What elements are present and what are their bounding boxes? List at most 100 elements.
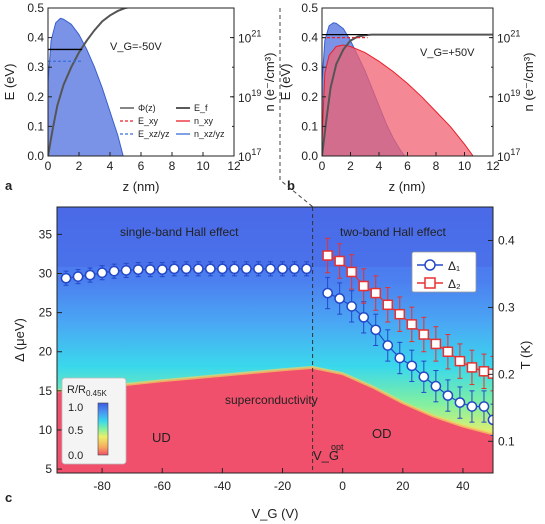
b-xtick-label: 4 xyxy=(376,159,383,173)
gap-legend-marker-1 xyxy=(424,259,436,271)
annotation-two-band: two-band Hall effect xyxy=(340,225,447,239)
colorbar: R/R0.45K 1.0 0.5 0.0 xyxy=(61,377,127,465)
data-point-delta1 xyxy=(217,263,228,275)
c-xtick-label: -40 xyxy=(214,479,232,493)
panel-a-fills xyxy=(48,17,124,156)
b-ytick-label: 0.2 xyxy=(301,90,318,104)
data-point-delta1 xyxy=(241,263,252,275)
gap-data-points xyxy=(60,237,493,436)
data-point-delta1 xyxy=(406,360,418,372)
c-ytick-label: 30 xyxy=(39,267,53,281)
data-point-delta2 xyxy=(430,338,442,350)
a-rtick-base: 10 xyxy=(238,91,252,105)
b-rtick-exp: 21 xyxy=(510,29,520,39)
a-xtick-label: 0 xyxy=(45,159,52,173)
b-ytick-label: 0.5 xyxy=(301,1,318,15)
a-rtick-label: 1017 xyxy=(238,147,261,164)
a-xtick-label: 2 xyxy=(76,159,83,173)
c-xtick-label: -80 xyxy=(93,479,111,493)
colorbar-label: R/R0.45K xyxy=(67,384,108,398)
a-rtick-label: 1021 xyxy=(238,29,261,46)
data-point-delta1 xyxy=(60,272,72,284)
a-rtick-exp: 17 xyxy=(251,147,261,157)
data-point-delta1 xyxy=(358,311,370,323)
data-point-delta1 xyxy=(466,401,478,412)
data-point-delta1 xyxy=(301,263,312,275)
a-line-z xyxy=(48,8,131,156)
b-ytick-label: 0.3 xyxy=(301,60,318,74)
data-point-delta1 xyxy=(334,293,345,304)
data-point-delta2 xyxy=(334,255,345,267)
data-point-delta2 xyxy=(442,346,454,357)
data-point-delta1 xyxy=(370,324,382,336)
data-point-delta1 xyxy=(289,263,300,275)
c-xtick-label: 20 xyxy=(396,479,410,493)
panel-a-ylabel: E (eV) xyxy=(2,64,17,101)
c-rtick-label: 0.1 xyxy=(498,434,515,448)
panel-b-ylabel-right: n (e⁻/cm³) xyxy=(521,53,536,112)
b-rtick-label: 1021 xyxy=(497,29,520,46)
panel-b-fills xyxy=(322,22,474,156)
a-xtick-label: 6 xyxy=(138,159,145,173)
a-density-nxzyz xyxy=(48,17,124,156)
c-ytick-label: 20 xyxy=(39,345,53,359)
data-point-delta1 xyxy=(72,271,84,282)
b-xtick-label: 8 xyxy=(433,159,440,173)
colorbar-label-main: R/R xyxy=(67,384,86,396)
data-point-delta2 xyxy=(382,299,394,311)
colorbar-tick-bottom: 0.0 xyxy=(68,450,83,462)
c-xtick-label: 40 xyxy=(456,479,470,493)
data-point-delta2 xyxy=(346,266,357,278)
c-xtick-label: -60 xyxy=(154,479,172,493)
panel-a-xlabel: z (nm) xyxy=(123,179,160,194)
a-rtick-label: 1019 xyxy=(238,88,261,105)
a-xtick-label: 8 xyxy=(169,159,176,173)
panel-c: -80 -60 -40 -20 0 20 40 5 10 15 20 25 30 35 0.1 0.2 0.3 0… xyxy=(5,206,533,521)
a-ytick-label: 0.4 xyxy=(27,31,44,45)
panel-a-letter: a xyxy=(5,178,13,193)
a-ytick-label: 0.3 xyxy=(27,60,44,74)
data-point-delta2 xyxy=(394,308,406,320)
panel-c-ylabel: Δ (μeV) xyxy=(12,318,27,362)
b-ytick-label: 0.1 xyxy=(301,119,318,133)
data-point-delta2 xyxy=(406,319,418,330)
b-rtick-exp: 19 xyxy=(510,88,520,98)
b-xtick-label: 2 xyxy=(347,159,354,173)
superconducting-edge xyxy=(57,365,493,436)
data-point-delta1 xyxy=(454,397,466,408)
a-xtick-label: 12 xyxy=(227,159,241,173)
data-point-delta1 xyxy=(346,301,358,312)
data-point-delta2 xyxy=(478,366,490,377)
data-point-delta1 xyxy=(205,263,216,275)
data-point-delta1 xyxy=(442,390,454,401)
data-point-delta1 xyxy=(478,401,490,412)
b-xtick-label: 0 xyxy=(319,159,326,173)
b-xtick-label: 6 xyxy=(404,159,411,173)
b-rtick-label: 1017 xyxy=(497,147,520,164)
a-ytick-label: 0.0 xyxy=(27,149,44,163)
data-point-delta1 xyxy=(322,287,333,299)
gap-legend-box xyxy=(411,251,477,293)
data-point-delta1 xyxy=(382,340,394,351)
gap-legend: Δ₁ Δ₂ xyxy=(411,251,477,293)
panel-c-xlabel: V_G (V) xyxy=(252,506,299,521)
gap-legend-label-1: Δ₁ xyxy=(448,259,460,273)
data-point-delta1 xyxy=(418,371,430,383)
data-point-delta1 xyxy=(394,352,406,364)
colorbar-tick-top: 1.0 xyxy=(68,402,83,414)
annotation-superconductivity: superconductivity xyxy=(225,393,318,407)
a-rtick-exp: 19 xyxy=(251,88,261,98)
panel-b: 0 2 4 6 8 10 120.00.10.20.30.40.5101710191021 … xyxy=(278,1,536,194)
c-ytick-label: 15 xyxy=(39,384,53,398)
data-point-delta1 xyxy=(156,264,168,275)
b-ytick-label: 0.0 xyxy=(301,149,318,163)
a-ytick-label: 0.1 xyxy=(27,119,44,133)
data-point-delta2 xyxy=(370,287,381,299)
data-point-delta1 xyxy=(108,265,120,277)
annotation-ud: UD xyxy=(152,430,171,445)
data-point-delta1 xyxy=(168,263,180,275)
c-xtick-label: 0 xyxy=(339,479,346,493)
data-point-delta2 xyxy=(322,250,333,261)
b-rtick-base: 10 xyxy=(497,91,511,105)
